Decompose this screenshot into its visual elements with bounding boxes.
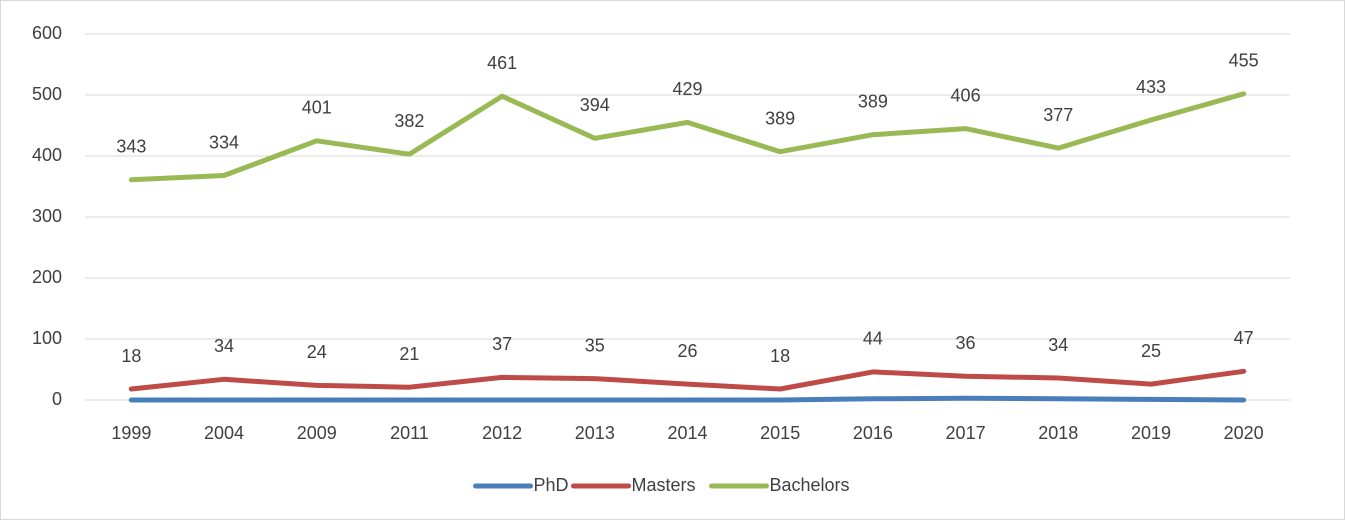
series-line — [128, 395, 1247, 403]
data-label: 343 — [116, 137, 146, 157]
y-tick-label: 200 — [32, 267, 62, 287]
data-label: 455 — [1229, 51, 1259, 71]
series-line — [128, 368, 1247, 392]
legend-label: Masters — [632, 475, 696, 495]
y-tick-label: 500 — [32, 84, 62, 104]
data-label: 34 — [1048, 335, 1068, 355]
x-tick-label: 1999 — [111, 423, 151, 443]
x-tick-label: 2015 — [760, 423, 800, 443]
data-label: 26 — [677, 341, 697, 361]
x-tick-label: 2017 — [946, 423, 986, 443]
data-label: 394 — [580, 95, 610, 115]
data-label: 24 — [307, 342, 327, 362]
x-tick-label: 2019 — [1131, 423, 1171, 443]
data-label: 35 — [585, 335, 605, 355]
x-tick-label: 2020 — [1224, 423, 1264, 443]
y-tick-label: 400 — [32, 145, 62, 165]
legend-label: PhD — [534, 475, 569, 495]
data-label: 36 — [956, 333, 976, 353]
x-tick-label: 2014 — [667, 423, 707, 443]
x-tick-label: 2012 — [482, 423, 522, 443]
data-label: 433 — [1136, 77, 1166, 97]
data-label: 461 — [487, 53, 517, 73]
data-label: 21 — [399, 344, 419, 364]
data-label: 389 — [858, 91, 888, 111]
data-label: 34 — [214, 336, 234, 356]
x-tick-label: 2004 — [204, 423, 244, 443]
data-label: 382 — [394, 111, 424, 131]
legend-label: Bachelors — [770, 475, 850, 495]
y-tick-label: 300 — [32, 206, 62, 226]
data-label: 377 — [1043, 105, 1073, 125]
data-label: 47 — [1234, 328, 1254, 348]
y-tick-label: 600 — [32, 23, 62, 43]
data-label: 401 — [302, 98, 332, 118]
data-label: 406 — [951, 85, 981, 105]
x-tick-label: 2011 — [390, 423, 429, 443]
data-label: 25 — [1141, 341, 1161, 361]
y-tick-label: 100 — [32, 328, 62, 348]
data-label: 429 — [672, 79, 702, 99]
y-tick-label: 0 — [52, 389, 62, 409]
series-line — [128, 91, 1247, 183]
data-label: 37 — [492, 334, 512, 354]
x-tick-label: 2016 — [853, 423, 893, 443]
x-tick-label: 2018 — [1038, 423, 1078, 443]
x-tick-label: 2013 — [575, 423, 615, 443]
data-label: 44 — [863, 329, 883, 349]
data-label: 18 — [121, 346, 141, 366]
data-label: 18 — [770, 346, 790, 366]
data-label: 334 — [209, 132, 239, 152]
data-label: 389 — [765, 108, 795, 128]
x-tick-label: 2009 — [297, 423, 337, 443]
